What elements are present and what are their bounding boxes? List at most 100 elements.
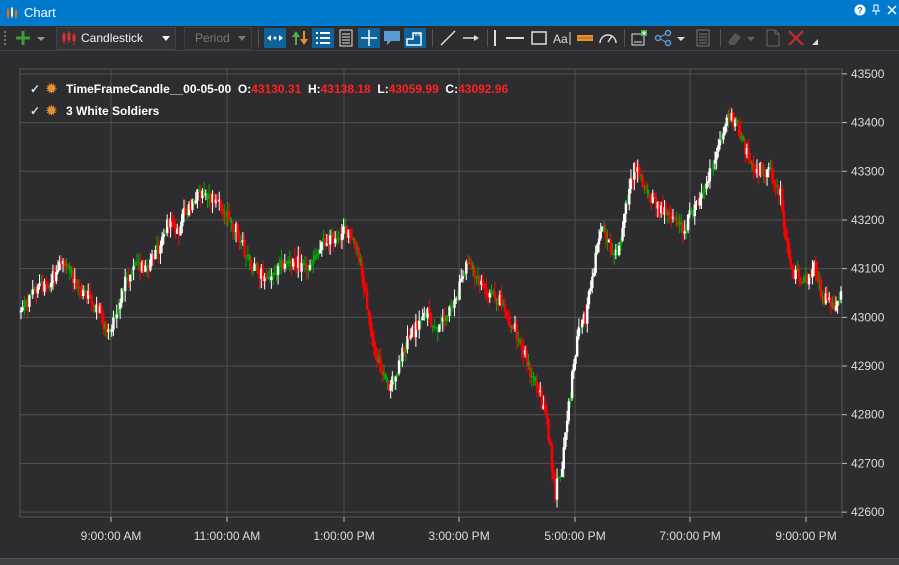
export-button[interactable] [762,28,784,48]
eraser-button[interactable] [724,28,746,48]
candle [448,305,451,322]
candle [134,260,137,268]
candle [386,376,389,390]
candle [115,304,118,329]
candle [236,221,239,241]
candle [214,194,218,208]
candle [512,324,515,331]
add-element-button[interactable] [12,28,34,48]
close-icon[interactable] [884,4,899,20]
candle [562,437,565,478]
auto-scroll-button[interactable] [264,28,286,48]
candle [557,476,560,480]
share-dropdown-icon[interactable] [676,28,686,48]
candle [480,275,483,291]
candle [582,311,586,325]
candle [362,270,365,299]
candle [764,167,767,184]
chart-area[interactable]: 43500 43400 43300 43200 43100 43000 42900 42800… [0,51,899,558]
toolbar-separator [258,29,259,47]
candle [668,204,671,223]
candle [658,200,661,220]
check-icon[interactable]: ✓ [30,104,41,118]
y-tick-label: 43000 [851,310,885,324]
candle [460,268,463,283]
candle [782,199,786,236]
add-element-dropdown-icon[interactable] [36,28,46,48]
candle [749,153,752,165]
candle [617,241,621,257]
crosshair-button[interactable] [358,28,380,48]
low-value: 43059.99 [388,82,439,96]
candle [801,281,804,285]
candle [431,324,434,333]
candle [402,346,406,357]
candle [633,162,636,191]
candle [43,278,46,296]
candle [623,213,626,237]
candle [271,271,275,286]
candle [164,230,167,235]
svg-text:?: ? [857,6,863,16]
gear-icon[interactable]: ✹ [46,103,57,118]
candle [372,330,376,357]
gauge-icon [599,34,617,44]
candle [176,223,179,235]
candle [421,308,424,321]
data-table-button[interactable] [335,28,357,48]
candle [122,286,125,301]
candle [523,345,527,358]
highlighter-button[interactable] [574,28,596,48]
toolbar-overflow-icon[interactable] [810,28,820,48]
candle [142,259,145,276]
candlestick-chart[interactable]: 43500 43400 43300 43200 43100 43000 42900 42800… [0,51,899,558]
candle [328,229,332,255]
vertical-line-button[interactable] [490,28,500,48]
tooltip-button[interactable] [381,28,403,48]
candle [577,318,581,340]
candle [286,256,290,268]
legend-button[interactable] [312,28,334,48]
eraser-dropdown-icon[interactable] [746,28,756,48]
chevron-down-icon [238,36,246,41]
remove-button[interactable] [785,28,807,48]
candle [589,280,592,295]
buy-sell-button[interactable] [289,28,311,48]
candle [58,255,61,271]
toolbar-grip[interactable] [3,30,7,46]
pin-icon[interactable] [868,4,884,20]
share-button[interactable] [652,28,674,48]
rectangle-button[interactable] [528,28,550,48]
volume-button[interactable] [404,28,426,48]
draw-line-button[interactable] [437,28,459,48]
candle [172,214,176,228]
candle [797,264,801,287]
y-tick-label: 43300 [851,164,885,178]
period-select[interactable]: Period [184,27,252,50]
candle [683,220,686,240]
candle [33,286,36,292]
candle [720,131,723,144]
help-icon[interactable]: ? [852,4,868,20]
gauge-button[interactable] [597,28,619,48]
candle [204,189,208,201]
add-indicator-button[interactable] [628,28,650,48]
check-icon[interactable]: ✓ [30,82,41,96]
text-annotation-button[interactable]: Aa [551,28,573,48]
candle [767,162,770,178]
candle [41,274,45,296]
candle [315,248,318,260]
candle [468,255,471,265]
horizontal-line-button[interactable] [504,28,526,48]
candle [626,194,629,206]
gear-icon[interactable]: ✹ [46,81,57,96]
properties-button[interactable] [692,28,714,48]
candle [817,271,821,291]
candle [688,202,691,219]
candle [530,367,534,387]
candle [196,188,199,209]
candle [66,263,70,269]
chart-type-select[interactable]: Candlestick [56,27,176,50]
candle [833,294,836,311]
draw-ray-button[interactable] [460,28,482,48]
